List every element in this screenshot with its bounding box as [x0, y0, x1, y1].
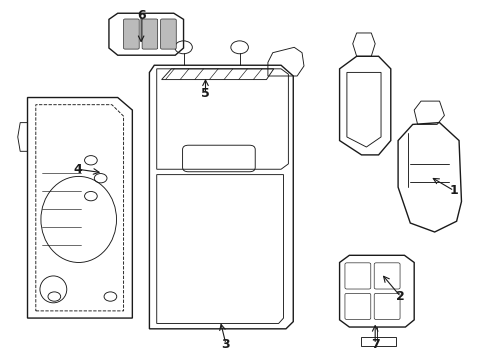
- Text: 4: 4: [73, 163, 82, 176]
- Text: 1: 1: [449, 184, 458, 197]
- Text: 2: 2: [395, 290, 404, 303]
- Text: 6: 6: [137, 9, 145, 22]
- FancyBboxPatch shape: [123, 19, 139, 49]
- FancyBboxPatch shape: [142, 19, 158, 49]
- FancyBboxPatch shape: [160, 19, 176, 49]
- Text: 3: 3: [221, 338, 230, 351]
- Text: 5: 5: [201, 87, 209, 100]
- Text: 7: 7: [370, 338, 379, 351]
